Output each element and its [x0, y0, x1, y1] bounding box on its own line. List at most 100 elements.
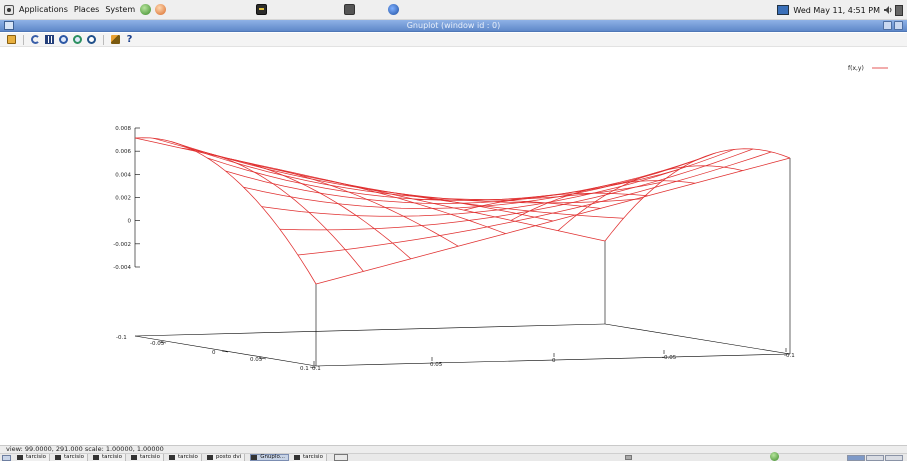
- window-icon: [168, 455, 175, 460]
- toolbar-separator: [23, 34, 24, 45]
- help-launcher-icon[interactable]: [155, 4, 167, 15]
- z-base-label: -0.1: [116, 335, 127, 341]
- z-tick-label: 0.002: [115, 196, 131, 202]
- workspace-1[interactable]: [847, 455, 865, 461]
- y-tick-mark: [159, 341, 167, 344]
- window-menu-icon[interactable]: [4, 21, 14, 30]
- surface-mesh-line: [557, 165, 743, 231]
- taskbar-button-label: tarcisio: [101, 454, 122, 460]
- taskbar-button[interactable]: tarcisio: [17, 454, 50, 461]
- window-controls: [883, 21, 903, 30]
- taskbar-button[interactable]: posto dvi: [206, 454, 246, 461]
- status-text: view: 99.0000, 291.000 scale: 1.00000, 1…: [6, 445, 164, 453]
- panel-tray: Wed May 11, 4:51 PM: [777, 0, 903, 20]
- z-tick-label: 0.008: [115, 126, 131, 132]
- window-icon: [206, 455, 213, 460]
- menu-applications[interactable]: Applications: [19, 4, 68, 14]
- taskbar-button-label: tarcisio: [139, 454, 160, 460]
- clipboard-icon[interactable]: [7, 35, 16, 44]
- taskbar-button[interactable]: tarcisio: [54, 454, 88, 461]
- surface-mesh-line: [604, 148, 791, 242]
- legend: f(x,y): [848, 65, 888, 72]
- menu-places[interactable]: Places: [73, 4, 100, 14]
- show-desktop-button[interactable]: [2, 454, 11, 461]
- window-title-bar[interactable]: Gnuplot (window id : 0): [0, 20, 907, 32]
- volume-icon[interactable]: [883, 5, 893, 15]
- taskbar-button[interactable]: tarcisio: [130, 454, 164, 461]
- taskbar-button-label: Gnuplo...: [260, 454, 285, 460]
- close-button[interactable]: [894, 21, 903, 30]
- network-icon[interactable]: [777, 5, 790, 15]
- taskbar-button-label: tarcisio: [177, 454, 198, 460]
- window-icon: [92, 455, 99, 460]
- axis-base-front-edge: [315, 353, 791, 367]
- help-icon[interactable]: ?: [126, 34, 133, 45]
- clock[interactable]: Wed May 11, 4:51 PM: [793, 5, 880, 15]
- workspace-switcher: [847, 455, 903, 461]
- plot-canvas[interactable]: 0.008 0.006 0.004 0.002 0 -0.002 -0.004 -0.1 -…: [0, 48, 907, 444]
- taskbar-button[interactable]: tarcisio: [168, 454, 202, 461]
- window-title: Gnuplot (window id : 0): [406, 21, 501, 30]
- menu-system[interactable]: System: [105, 4, 136, 14]
- x-tick-label: 0: [552, 358, 556, 364]
- y-tick-label: 0: [212, 350, 216, 356]
- bottom-panel: tarcisio tarcisio tarcisio tarcisio tarcisio…: [0, 453, 907, 461]
- surface-mesh: [134, 137, 791, 285]
- workspace-3[interactable]: [885, 455, 903, 461]
- y-tick-mark: [221, 350, 229, 353]
- zoom-next-icon[interactable]: [73, 35, 82, 44]
- system-monitor-launcher-icon[interactable]: [344, 4, 355, 15]
- taskbar-button[interactable]: Gnuplo...: [250, 454, 289, 461]
- trash-icon[interactable]: [625, 455, 632, 460]
- zoom-previous-icon[interactable]: [59, 35, 68, 44]
- logout-icon[interactable]: [895, 4, 903, 16]
- toolbar-separator: [103, 34, 104, 45]
- taskbar-button[interactable]: tarcisio: [92, 454, 126, 461]
- grid-icon[interactable]: [45, 35, 54, 44]
- globe-launcher-icon[interactable]: [388, 4, 399, 15]
- terminal-launcher-icon[interactable]: [256, 4, 267, 15]
- y-tick-mark: [259, 357, 267, 360]
- window-icon: [251, 455, 258, 460]
- taskbar-button[interactable]: tarcisio: [293, 454, 327, 461]
- surface-mesh-line: [297, 151, 772, 256]
- y-tick-label: 0.05: [250, 357, 263, 363]
- y-tick-label: 0.1: [300, 366, 309, 372]
- legend-label: f(x,y): [848, 65, 864, 72]
- x-tick-label: -0.05: [662, 355, 677, 361]
- taskbar-button-label: tarcisio: [63, 454, 84, 460]
- panel-menu-bar: Applications Places System: [0, 0, 168, 20]
- minimize-button[interactable]: [883, 21, 892, 30]
- autoscale-icon[interactable]: [87, 35, 96, 44]
- surface-mesh-line: [261, 148, 735, 217]
- z-tick-label: 0.006: [115, 149, 131, 155]
- gnuplot-toolbar: ?: [0, 33, 907, 47]
- z-tick-label: -0.002: [113, 242, 131, 248]
- axis-base-back-edge: [134, 323, 606, 337]
- taskbar-button-label: tarcisio: [302, 454, 323, 460]
- y-tick-label: -0.05: [150, 341, 165, 347]
- taskbar-button-label: tarcisio: [26, 454, 46, 460]
- surface-mesh-line: [510, 180, 696, 221]
- web-browser-launcher-icon[interactable]: [140, 4, 152, 15]
- gnome-foot-icon[interactable]: [4, 4, 14, 15]
- plot-axes: 0.008 0.006 0.004 0.002 0 -0.002 -0.004 -0.1 -…: [113, 126, 794, 372]
- y-tick-mark: [309, 366, 317, 369]
- surface-mesh-line: [279, 148, 754, 231]
- window-icon: [54, 455, 61, 460]
- z-tick-label: 0.004: [115, 172, 131, 178]
- wrench-icon[interactable]: [111, 35, 120, 44]
- x-tick-label: -0.1: [784, 353, 795, 359]
- surface-plot: 0.008 0.006 0.004 0.002 0 -0.002 -0.004 -0.1 -…: [113, 65, 888, 372]
- z-tick-label: 0: [128, 219, 132, 225]
- update-notifier-icon[interactable]: [770, 452, 779, 461]
- axis-base-left-edge: [134, 335, 317, 367]
- window-icon: [17, 455, 23, 460]
- replot-icon[interactable]: [31, 35, 40, 44]
- x-tick-label: 0.1: [312, 366, 321, 372]
- workspace-2[interactable]: [866, 455, 884, 461]
- status-bar: view: 99.0000, 291.000 scale: 1.00000, 1…: [0, 445, 907, 453]
- task-thumbnail-icon[interactable]: [333, 454, 348, 461]
- surface-mesh-line: [181, 147, 364, 272]
